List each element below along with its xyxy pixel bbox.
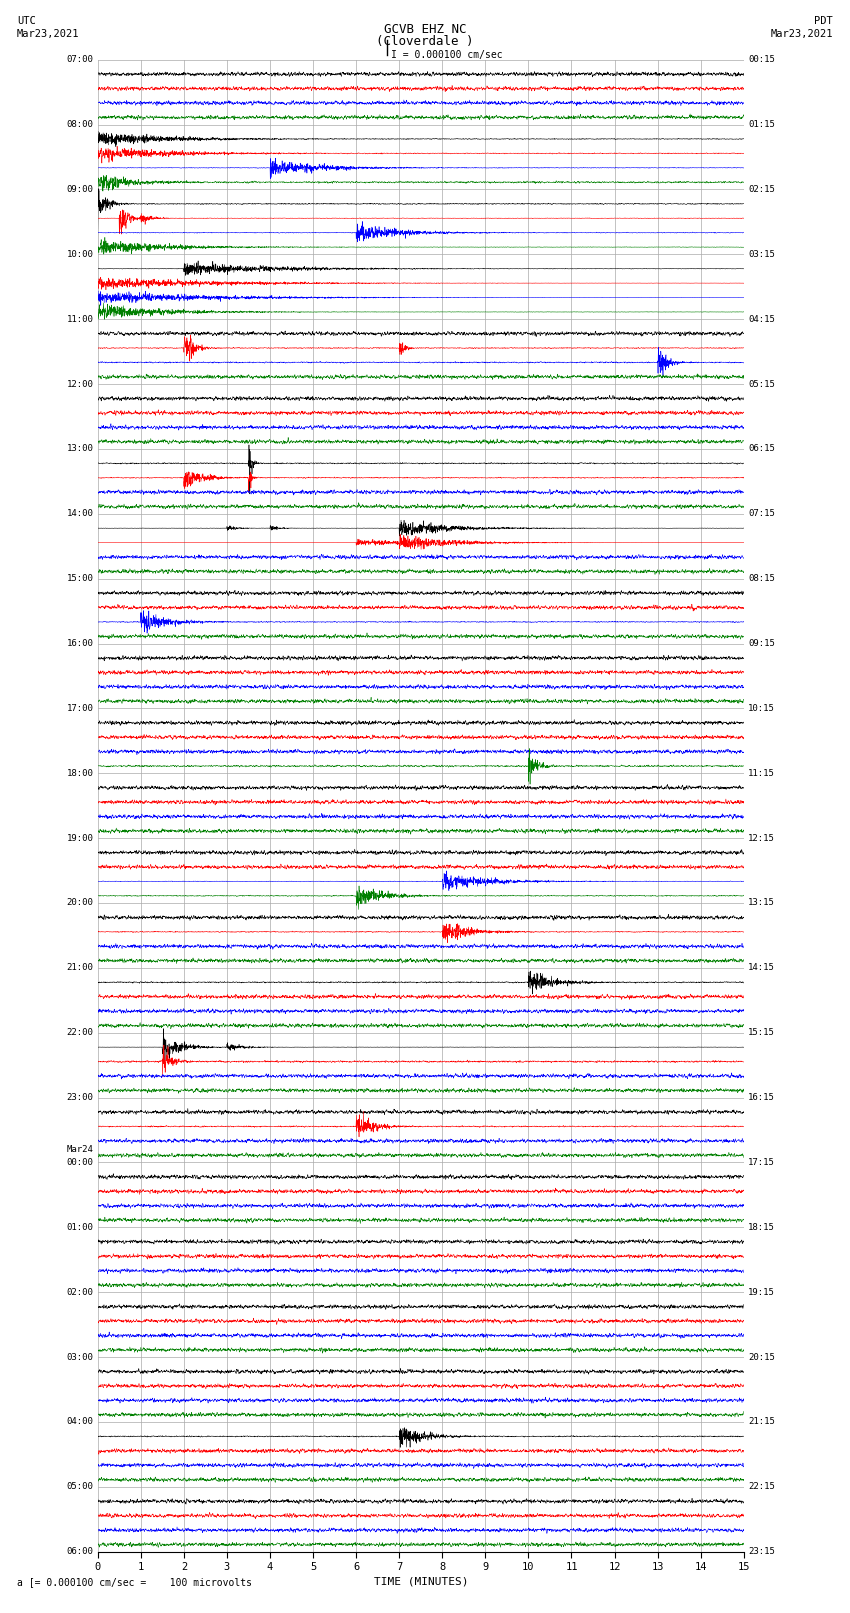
Text: 11:00: 11:00 — [66, 315, 94, 324]
Text: 16:00: 16:00 — [66, 639, 94, 648]
Text: 01:15: 01:15 — [748, 119, 775, 129]
Text: 22:00: 22:00 — [66, 1027, 94, 1037]
Text: 14:15: 14:15 — [748, 963, 775, 973]
Text: 20:00: 20:00 — [66, 898, 94, 908]
Text: PDT: PDT — [814, 16, 833, 26]
Text: I = 0.000100 cm/sec: I = 0.000100 cm/sec — [391, 50, 502, 60]
X-axis label: TIME (MINUTES): TIME (MINUTES) — [373, 1576, 468, 1586]
Text: 19:15: 19:15 — [748, 1287, 775, 1297]
Text: 05:15: 05:15 — [748, 379, 775, 389]
Text: (Cloverdale ): (Cloverdale ) — [377, 35, 473, 48]
Text: 00:15: 00:15 — [748, 55, 775, 65]
Text: a [= 0.000100 cm/sec =    100 microvolts: a [= 0.000100 cm/sec = 100 microvolts — [17, 1578, 252, 1587]
Text: 09:15: 09:15 — [748, 639, 775, 648]
Text: 22:15: 22:15 — [748, 1482, 775, 1492]
Text: 23:00: 23:00 — [66, 1094, 94, 1102]
Text: 06:00: 06:00 — [66, 1547, 94, 1557]
Text: 21:15: 21:15 — [748, 1418, 775, 1426]
Text: 08:00: 08:00 — [66, 119, 94, 129]
Text: 15:15: 15:15 — [748, 1027, 775, 1037]
Text: 03:15: 03:15 — [748, 250, 775, 258]
Text: GCVB EHZ NC: GCVB EHZ NC — [383, 23, 467, 35]
Text: 07:00: 07:00 — [66, 55, 94, 65]
Text: 23:15: 23:15 — [748, 1547, 775, 1557]
Text: 01:00: 01:00 — [66, 1223, 94, 1232]
Text: 05:00: 05:00 — [66, 1482, 94, 1492]
Text: 00:00: 00:00 — [66, 1158, 94, 1166]
Text: 09:00: 09:00 — [66, 185, 94, 194]
Text: 08:15: 08:15 — [748, 574, 775, 584]
Text: 14:00: 14:00 — [66, 510, 94, 518]
Text: 06:15: 06:15 — [748, 445, 775, 453]
Text: 03:00: 03:00 — [66, 1353, 94, 1361]
Text: Mar23,2021: Mar23,2021 — [17, 29, 80, 39]
Text: 15:00: 15:00 — [66, 574, 94, 584]
Text: 13:00: 13:00 — [66, 445, 94, 453]
Text: 02:15: 02:15 — [748, 185, 775, 194]
Text: 12:00: 12:00 — [66, 379, 94, 389]
Text: 12:15: 12:15 — [748, 834, 775, 842]
Text: 21:00: 21:00 — [66, 963, 94, 973]
Text: 02:00: 02:00 — [66, 1287, 94, 1297]
Text: Mar23,2021: Mar23,2021 — [770, 29, 833, 39]
Text: 19:00: 19:00 — [66, 834, 94, 842]
Text: Mar24: Mar24 — [66, 1145, 94, 1153]
Text: 18:00: 18:00 — [66, 769, 94, 777]
Text: 16:15: 16:15 — [748, 1094, 775, 1102]
Text: 17:00: 17:00 — [66, 703, 94, 713]
Text: 18:15: 18:15 — [748, 1223, 775, 1232]
Text: 04:15: 04:15 — [748, 315, 775, 324]
Text: 07:15: 07:15 — [748, 510, 775, 518]
Text: 10:15: 10:15 — [748, 703, 775, 713]
Text: 20:15: 20:15 — [748, 1353, 775, 1361]
Text: UTC: UTC — [17, 16, 36, 26]
Text: 13:15: 13:15 — [748, 898, 775, 908]
Text: 17:15: 17:15 — [748, 1158, 775, 1166]
Text: 11:15: 11:15 — [748, 769, 775, 777]
Text: 10:00: 10:00 — [66, 250, 94, 258]
Text: 04:00: 04:00 — [66, 1418, 94, 1426]
